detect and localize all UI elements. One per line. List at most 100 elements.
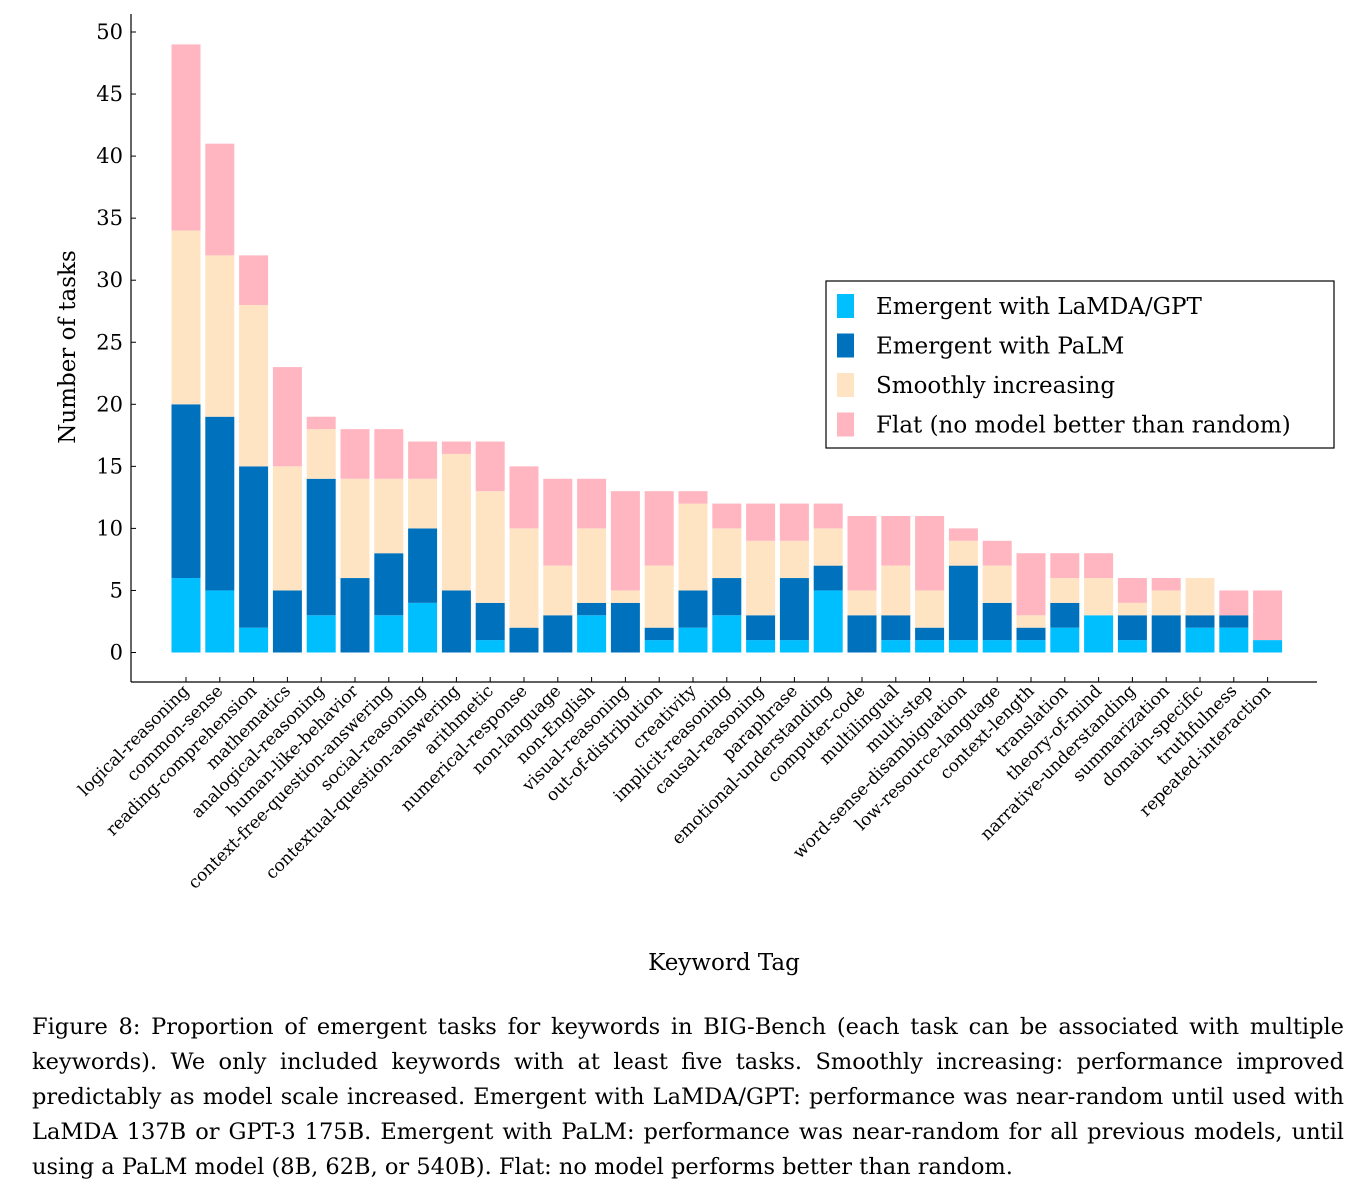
legend-label: Emergent with PaLM — [876, 334, 1124, 360]
bar-segment-domain-specific-series-1 — [1185, 627, 1215, 653]
bar-segment-theory-of-mind-series-1 — [1084, 615, 1114, 653]
bar-segment-numerical-response-series-3 — [509, 528, 539, 628]
bar-segment-low-resource-language-series-3 — [982, 565, 1012, 603]
bar-segment-causal-reasoning-series-2 — [746, 615, 776, 641]
bar-segment-logical-reasoning-series-4 — [171, 44, 201, 231]
bar-segment-implicit-reasoning-series-4 — [712, 503, 742, 529]
bar-segment-creativity-series-1 — [678, 627, 708, 653]
legend-label: Flat (no model better than random) — [876, 413, 1291, 439]
legend-swatch — [837, 412, 854, 437]
y-tick-label: 20 — [96, 392, 123, 416]
bar-segment-non-English-series-3 — [577, 528, 607, 603]
bar-segment-mathematics-series-2 — [272, 590, 302, 653]
y-tick-label: 45 — [96, 82, 123, 106]
bar-segment-narrative-understanding-series-1 — [1117, 640, 1147, 653]
y-tick-label: 35 — [96, 206, 123, 230]
bar-segment-out-of-distribution-series-4 — [644, 491, 674, 566]
stacked-bar-chart: logical-reasoningcommon-sensereading-com… — [55, 14, 1335, 976]
bar-segment-translation-series-2 — [1050, 602, 1080, 628]
bar-segment-social-reasoning-series-2 — [408, 528, 438, 603]
y-tick-label: 40 — [96, 144, 123, 168]
bar-segment-creativity-series-4 — [678, 491, 708, 504]
bar-segment-multi-step-series-3 — [915, 590, 945, 628]
bar-segment-multilingual-series-4 — [881, 515, 911, 566]
figure: logical-reasoning common-sense reading-com… — [32, 14, 1344, 1180]
legend-label: Emergent with LaMDA/GPT — [876, 294, 1203, 320]
y-tick-label: 15 — [96, 454, 123, 478]
legend-swatch — [837, 373, 854, 397]
legend: Emergent with LaMDA/GPT Emergent with PaL… — [825, 280, 1335, 449]
bar-segment-non-English-series-1 — [577, 615, 607, 653]
axes-layer — [130, 14, 1317, 683]
bar-segment-translation-series-3 — [1050, 578, 1080, 603]
bar-segment-context-length-series-3 — [1016, 615, 1046, 628]
bar-segment-word-sense-disambiguation-series-2 — [948, 565, 978, 641]
bar-segment-social-reasoning-series-4 — [408, 441, 438, 479]
bar-segment-repeated-interaction-series-4 — [1253, 590, 1283, 641]
bar-segment-out-of-distribution-series-3 — [644, 565, 674, 628]
bar-segment-word-sense-disambiguation-series-1 — [948, 640, 978, 653]
bar-segment-analogical-reasoning-series-1 — [306, 615, 336, 653]
bar-segment-logical-reasoning-series-3 — [171, 230, 201, 405]
bar-segment-multi-step-series-2 — [915, 627, 945, 641]
bar-segment-emotional-understanding-series-2 — [813, 565, 843, 591]
bar-segment-summarization-series-3 — [1151, 590, 1181, 616]
bar-segment-theory-of-mind-series-4 — [1084, 553, 1114, 579]
bar-segment-reading-comprehension-series-3 — [239, 305, 269, 467]
bar-segment-summarization-series-4 — [1151, 578, 1181, 591]
bar-segment-numerical-response-series-4 — [509, 466, 539, 529]
bar-segment-common-sense-series-4 — [205, 143, 235, 256]
bar-segment-non-English-series-4 — [577, 478, 607, 529]
bar-segment-word-sense-disambiguation-series-3 — [948, 540, 978, 566]
bar-segment-arithmetic-series-1 — [475, 640, 505, 653]
bar-segment-mathematics-series-4 — [272, 367, 302, 467]
bar-segment-common-sense-series-2 — [205, 416, 235, 591]
bar-segment-emotional-understanding-series-1 — [813, 590, 843, 653]
bar-segment-non-language-series-4 — [543, 478, 573, 566]
bar-segment-narrative-understanding-series-3 — [1117, 602, 1147, 616]
legend-label: Smoothly increasing — [876, 373, 1115, 399]
bar-segment-common-sense-series-3 — [205, 255, 235, 417]
bar-segment-truthfulness-series-1 — [1219, 627, 1249, 653]
bar-segment-analogical-reasoning-series-3 — [306, 429, 336, 479]
legend-swatch — [837, 294, 854, 318]
bar-segment-reading-comprehension-series-1 — [239, 627, 269, 653]
bar-segment-domain-specific-series-3 — [1185, 578, 1215, 616]
bar-segment-numerical-response-series-2 — [509, 627, 539, 653]
bar-segment-social-reasoning-series-3 — [408, 478, 438, 529]
bar-segment-reading-comprehension-series-4 — [239, 255, 269, 306]
y-tick-label: 30 — [96, 268, 123, 292]
bar-segment-context-free-question-answering-series-4 — [374, 429, 404, 479]
bar-segment-low-resource-language-series-2 — [982, 602, 1012, 641]
y-tick-label: 25 — [96, 330, 123, 354]
bar-segment-non-English-series-2 — [577, 602, 607, 616]
bar-segment-context-free-question-answering-series-3 — [374, 478, 404, 554]
bar-segment-domain-specific-series-2 — [1185, 615, 1215, 628]
bar-segment-context-length-series-2 — [1016, 627, 1046, 641]
bar-segment-causal-reasoning-series-4 — [746, 503, 776, 541]
bar-segment-out-of-distribution-series-2 — [644, 627, 674, 641]
bar-segment-reading-comprehension-series-2 — [239, 466, 269, 628]
bar-segment-non-language-series-2 — [543, 615, 573, 653]
bar-segment-truthfulness-series-2 — [1219, 615, 1249, 628]
bar-segment-theory-of-mind-series-3 — [1084, 578, 1114, 616]
bar-segment-visual-reasoning-series-3 — [610, 590, 640, 603]
bar-segment-causal-reasoning-series-3 — [746, 540, 776, 616]
figure-caption: Figure 8: Proportion of emergent tasks f… — [32, 1014, 1344, 1180]
bar-segment-arithmetic-series-4 — [475, 441, 505, 492]
bar-segment-analogical-reasoning-series-4 — [306, 416, 336, 430]
bar-segment-non-language-series-3 — [543, 565, 573, 616]
bar-segment-low-resource-language-series-1 — [982, 640, 1012, 653]
bar-segment-computer-code-series-4 — [847, 515, 877, 591]
bar-segment-multilingual-series-3 — [881, 565, 911, 616]
bar-segment-translation-series-1 — [1050, 627, 1080, 653]
bar-segment-multi-step-series-1 — [915, 640, 945, 653]
bar-segment-low-resource-language-series-4 — [982, 540, 1012, 566]
bar-segment-computer-code-series-3 — [847, 590, 877, 616]
x-axis-title: Keyword Tag — [648, 950, 800, 976]
bar-segment-implicit-reasoning-series-3 — [712, 528, 742, 579]
bar-segment-visual-reasoning-series-4 — [610, 491, 640, 591]
bars-layer — [171, 44, 1283, 653]
legend-box — [825, 280, 1335, 449]
bar-segment-common-sense-series-1 — [205, 590, 235, 653]
